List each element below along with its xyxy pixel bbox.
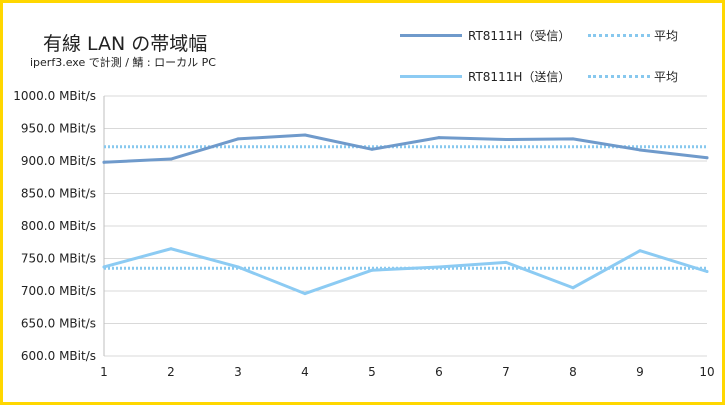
x-tick-label: 5 [368,365,376,379]
data-point-send [504,260,508,264]
y-tick-label: 900.0 MBit/s [21,154,96,168]
chart-title: 有線 LAN の帯域幅 [43,33,208,55]
legend-label-send: RT8111H（送信） [468,70,571,84]
data-point-receive [169,157,173,161]
data-point-receive [437,136,441,140]
data-point-receive [638,148,642,152]
x-tick-label: 8 [569,365,577,379]
x-tick-label: 10 [699,365,714,379]
legend-item-receive: RT8111H（受信） [400,27,570,44]
data-point-receive [303,133,307,137]
data-point-receive [236,137,240,141]
y-tick-label: 1000.0 MBit/s [13,89,96,103]
data-point-receive [705,156,709,160]
legend-label-send-average: 平均 [654,70,679,84]
data-point-send [303,292,307,296]
x-tick-label: 1 [100,365,108,379]
legend-item-send-average: 平均 [588,68,678,85]
series-line-send [102,247,709,296]
x-tick-label: 3 [234,365,242,379]
x-tick-label: 2 [167,365,175,379]
chart-subtitle: iperf3.exe で計測 / 鯖 : ローカル PC [30,56,216,69]
data-point-send [705,270,709,273]
data-point-receive [102,160,106,164]
data-point-send [169,247,173,251]
x-tick-label: 9 [636,365,644,379]
legend-swatch-receive [400,34,462,37]
data-point-send [102,265,106,269]
y-tick-label: 850.0 MBit/s [21,187,96,201]
legend-swatch-send [400,75,462,78]
data-point-send [370,268,374,272]
x-tick-label: 4 [301,365,309,379]
x-tick-label: 7 [502,365,510,379]
legend-swatch-receive-average [588,34,650,37]
legend-label-receive: RT8111H（受信） [468,29,571,43]
y-tick-label: 650.0 MBit/s [21,317,96,331]
data-point-send [638,249,642,253]
series-line-receive [102,133,709,164]
legend-item-send: RT8111H（送信） [400,68,570,85]
data-point-send [571,286,575,290]
y-tick-label: 600.0 MBit/s [21,349,96,363]
data-point-send [236,265,240,269]
data-point-send [437,265,441,269]
y-tick-label: 800.0 MBit/s [21,219,96,233]
y-tick-label: 950.0 MBit/s [21,122,96,136]
legend-swatch-send-average [588,75,650,78]
data-point-receive [504,138,508,142]
data-point-receive [370,147,374,151]
legend-label-receive-average: 平均 [654,29,679,43]
legend-item-receive-average: 平均 [588,27,678,44]
y-tick-label: 750.0 MBit/s [21,252,96,266]
y-tick-label: 700.0 MBit/s [21,284,96,298]
x-tick-label: 6 [435,365,443,379]
data-point-receive [571,137,575,141]
